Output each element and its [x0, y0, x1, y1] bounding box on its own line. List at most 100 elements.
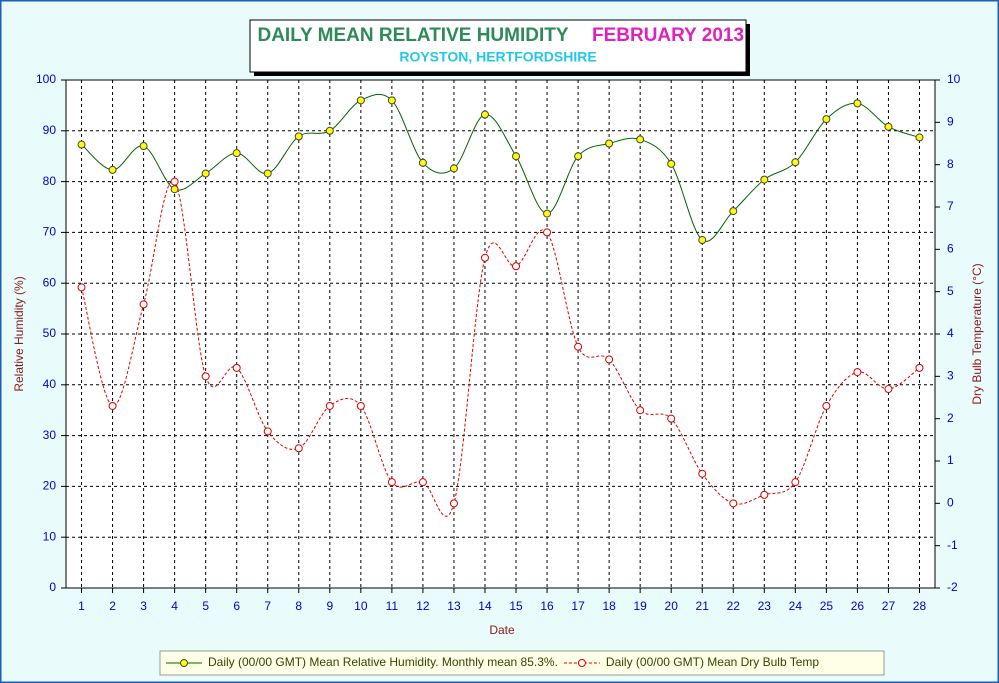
y-tick-label: 100	[36, 72, 56, 86]
series-marker	[77, 140, 86, 149]
x-tick-label: 20	[665, 599, 679, 613]
legend-marker	[577, 659, 586, 667]
series-marker	[791, 478, 800, 487]
y-tick-label: 30	[43, 428, 57, 442]
x-tick-label: 8	[295, 599, 302, 613]
y2-tick-label: 5	[947, 284, 954, 298]
series-marker	[636, 135, 645, 144]
legend-label: Daily (00/00 GMT) Mean Dry Bulb Temp	[606, 655, 820, 669]
series-marker	[822, 401, 831, 410]
series-marker	[263, 427, 272, 436]
x-tick-label: 26	[851, 599, 865, 613]
series-marker	[325, 126, 334, 135]
y2-tick-label: 2	[947, 411, 954, 425]
chart-title: DAILY MEAN RELATIVE HUMIDITY	[257, 25, 568, 46]
series-marker	[449, 499, 458, 508]
x-tick-label: 21	[696, 599, 710, 613]
y-tick-label: 10	[43, 529, 57, 543]
x-tick-label: 15	[509, 599, 523, 613]
chart-subtitle: ROYSTON, HERTFORDSHIRE	[399, 49, 596, 65]
series-marker	[232, 363, 241, 372]
x-tick-label: 6	[233, 599, 240, 613]
series-marker	[480, 110, 489, 119]
x-tick-label: 3	[140, 599, 147, 613]
series-marker	[263, 169, 272, 178]
x-tick-label: 17	[571, 599, 585, 613]
series-marker	[636, 406, 645, 415]
x-tick-label: 25	[820, 599, 834, 613]
x-tick-label: 10	[354, 599, 368, 613]
series-marker	[201, 372, 210, 381]
x-tick-label: 19	[633, 599, 647, 613]
series-marker	[108, 165, 117, 174]
series-marker	[325, 401, 334, 410]
x-tick-label: 4	[171, 599, 178, 613]
series-marker	[543, 209, 552, 218]
series-marker	[915, 133, 924, 142]
x-tick-label: 1	[78, 599, 85, 613]
x-tick-label: 9	[326, 599, 333, 613]
series-marker	[884, 122, 893, 131]
y-tick-label: 60	[43, 275, 57, 289]
y-axis-label: Relative Humidity (%)	[12, 276, 26, 391]
series-marker	[512, 152, 521, 161]
y2-tick-label: 7	[947, 199, 954, 213]
series-marker	[698, 469, 707, 478]
series-marker	[108, 401, 117, 410]
series-marker	[729, 499, 738, 508]
chart-title-date: FEBRUARY 2013	[592, 25, 744, 46]
x-tick-label: 11	[386, 599, 399, 613]
series-marker	[356, 96, 365, 105]
x-tick-label: 7	[264, 599, 271, 613]
x-tick-label: 23	[758, 599, 772, 613]
series-marker	[574, 152, 583, 161]
series-marker	[356, 401, 365, 410]
series-line	[81, 93, 920, 242]
series-marker	[915, 363, 924, 372]
series-marker	[791, 158, 800, 167]
y2-tick-label: 3	[947, 369, 954, 383]
y2-tick-label: 9	[947, 115, 954, 129]
series-marker	[512, 262, 521, 271]
y2-tick-label: 0	[947, 496, 954, 510]
y2-tick-label: 8	[947, 157, 954, 171]
y2-tick-label: 4	[947, 326, 954, 340]
series-marker	[667, 414, 676, 423]
x-tick-label: 12	[416, 599, 430, 613]
series-marker	[853, 368, 862, 377]
x-tick-label: 14	[478, 599, 492, 613]
y-tick-label: 70	[43, 225, 57, 239]
series-marker	[201, 169, 210, 178]
series-marker	[480, 253, 489, 262]
legend-marker	[180, 659, 188, 667]
series-marker	[822, 115, 831, 124]
series-marker	[853, 99, 862, 108]
series-marker	[232, 149, 241, 158]
series-marker	[605, 355, 614, 364]
y2-tick-label: 6	[947, 242, 954, 256]
y2-axis-label: Dry Bulb Temperature (°C)	[970, 263, 984, 404]
series-marker	[543, 228, 552, 237]
x-tick-label: 2	[109, 599, 116, 613]
series-marker	[884, 385, 893, 394]
series-marker	[418, 478, 427, 487]
x-tick-label: 13	[447, 599, 461, 613]
series-marker	[729, 207, 738, 216]
y2-tick-label: -2	[947, 580, 958, 594]
x-tick-label: 5	[202, 599, 209, 613]
series-marker	[139, 142, 148, 151]
y-tick-label: 20	[43, 479, 57, 493]
y2-tick-label: 10	[947, 72, 961, 86]
series-marker	[667, 159, 676, 168]
series-marker	[418, 158, 427, 167]
series-marker	[387, 96, 396, 105]
y-tick-label: 40	[43, 377, 57, 391]
series-marker	[449, 164, 458, 173]
legend-label: Daily (00/00 GMT) Mean Relative Humidity…	[208, 655, 558, 669]
x-tick-label: 22	[727, 599, 741, 613]
legend	[159, 650, 885, 676]
series-marker	[574, 342, 583, 351]
x-tick-label: 24	[789, 599, 803, 613]
series-marker	[294, 444, 303, 453]
